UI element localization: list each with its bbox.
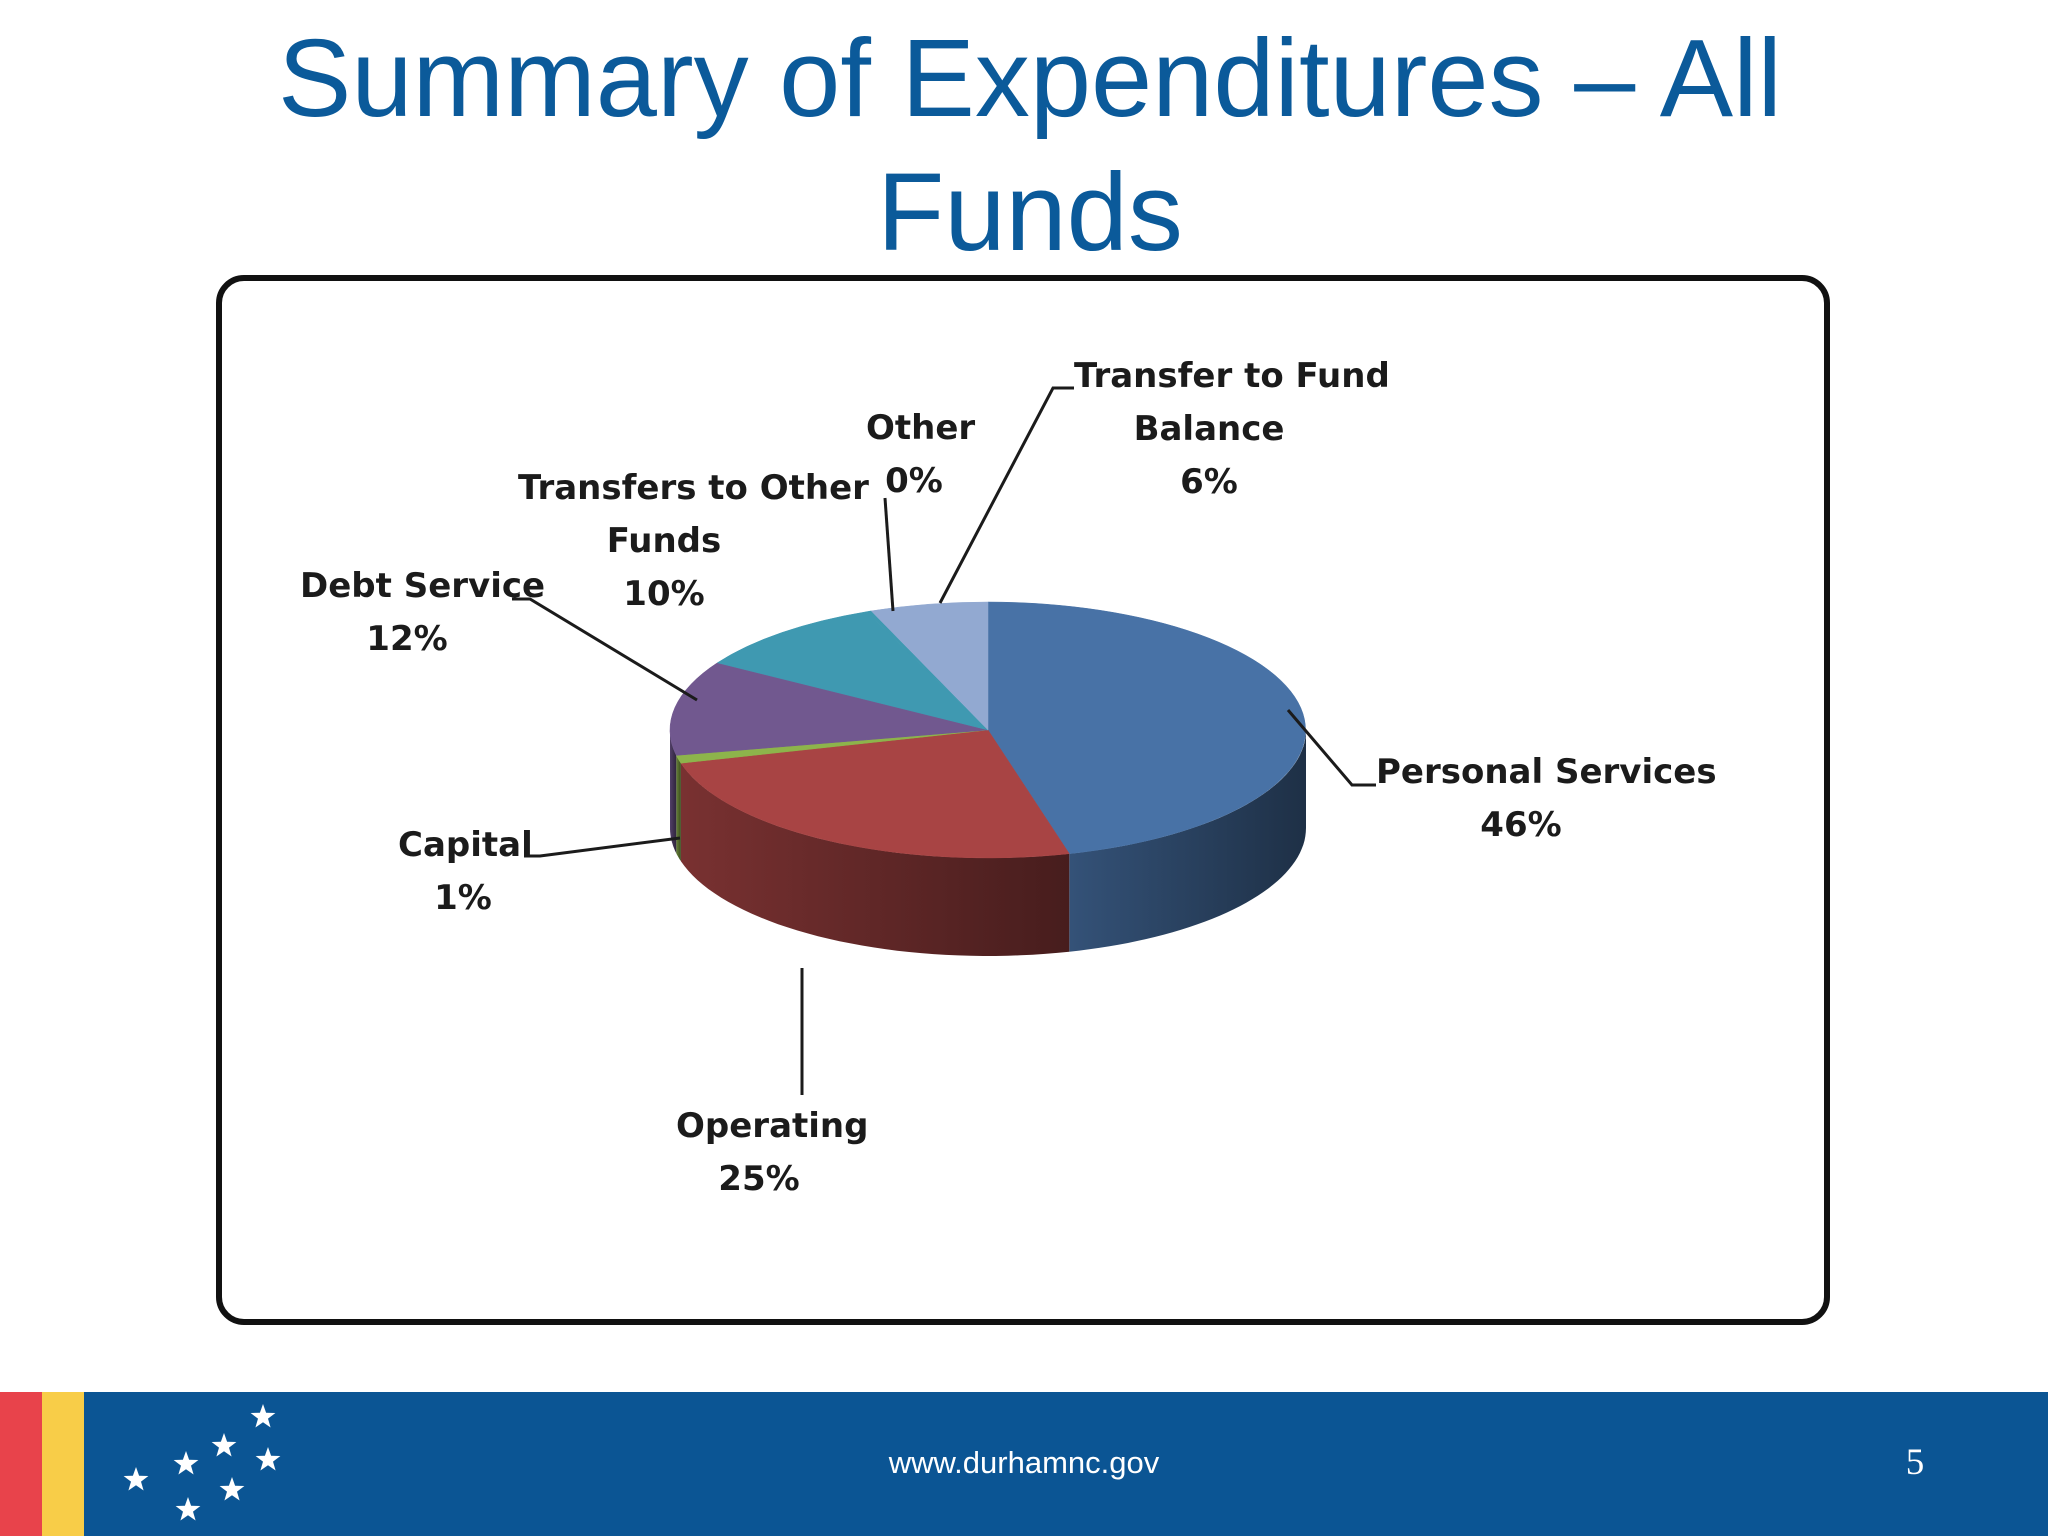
data-label-line: Debt Service <box>300 566 546 606</box>
data-label-line: 0% <box>885 461 943 501</box>
star-icon <box>175 1497 201 1521</box>
footer-stripe-yellow <box>42 1392 84 1536</box>
star-icon <box>123 1467 149 1491</box>
footer-stripe-red <box>0 1392 42 1536</box>
pie-side-capital <box>676 755 681 862</box>
data-label-line: Personal Services <box>1376 752 1717 792</box>
star-icon <box>219 1477 245 1501</box>
pie-slice-personal-services <box>987 601 1306 854</box>
star-icon <box>250 1404 276 1428</box>
data-label-debt-service: Debt Service 12% <box>300 560 546 666</box>
pie-side-personal-services <box>1069 730 1306 952</box>
star-icon <box>173 1451 199 1475</box>
data-label-capital: Capital 1% <box>398 819 533 925</box>
page-number: 5 <box>1905 1442 1925 1483</box>
data-label-line: Operating <box>676 1106 869 1146</box>
footer-bar <box>0 1392 2048 1536</box>
pie-side-debt-service <box>670 730 677 854</box>
leader-lines <box>512 386 1376 1095</box>
data-label-transfers-to-other-funds: Transfers to Other Funds 10% <box>518 462 869 621</box>
data-label-line: 25% <box>718 1159 800 1199</box>
data-label-line: 6% <box>1180 462 1238 502</box>
star-icon <box>211 1433 237 1457</box>
data-label-line: Transfers to Other <box>518 468 869 508</box>
data-label-transfer-to-fund-balance: Transfer to Fund Balance 6% <box>1074 350 1390 509</box>
data-label-line: 46% <box>1480 805 1562 845</box>
pie-slice-transfer-to-fund-balance <box>870 601 989 731</box>
leader-line-other <box>883 497 895 612</box>
pie-chart <box>512 386 1376 1095</box>
data-label-other: Other 0% <box>866 402 976 508</box>
data-label-line: Funds <box>606 521 722 561</box>
chart-frame <box>216 275 1830 1325</box>
data-label-personal-services: Personal Services 46% <box>1376 746 1717 852</box>
leader-line-capital <box>524 836 681 858</box>
data-label-operating: Operating 25% <box>676 1100 869 1206</box>
leader-line-debt-service <box>512 597 698 702</box>
pie-slice-operating <box>680 729 1070 859</box>
pie-slice-debt-service <box>669 662 989 756</box>
pie-slice-transfers-to-other-funds <box>716 611 989 731</box>
pie-sides <box>670 730 1306 956</box>
leader-line-personal-services <box>1286 709 1376 787</box>
data-label-line: 12% <box>366 619 448 659</box>
star-icon <box>255 1447 281 1471</box>
stars-logo-icon <box>123 1404 281 1521</box>
data-label-line: Transfer to Fund <box>1074 356 1390 396</box>
pie-side-operating <box>680 763 1070 956</box>
data-label-line: 10% <box>623 574 705 614</box>
data-label-line: Other <box>866 408 976 448</box>
data-label-line: Balance <box>1133 409 1285 449</box>
data-label-line: 1% <box>434 878 492 918</box>
slide-title: Summary of Expenditures – All Funds <box>277 17 1782 274</box>
pie-top <box>669 601 1306 859</box>
data-label-line: Capital <box>398 825 533 865</box>
leader-line-transfer-to-fund-balance <box>938 386 1074 604</box>
footer-url: www.durhamnc.gov <box>888 1445 1160 1480</box>
